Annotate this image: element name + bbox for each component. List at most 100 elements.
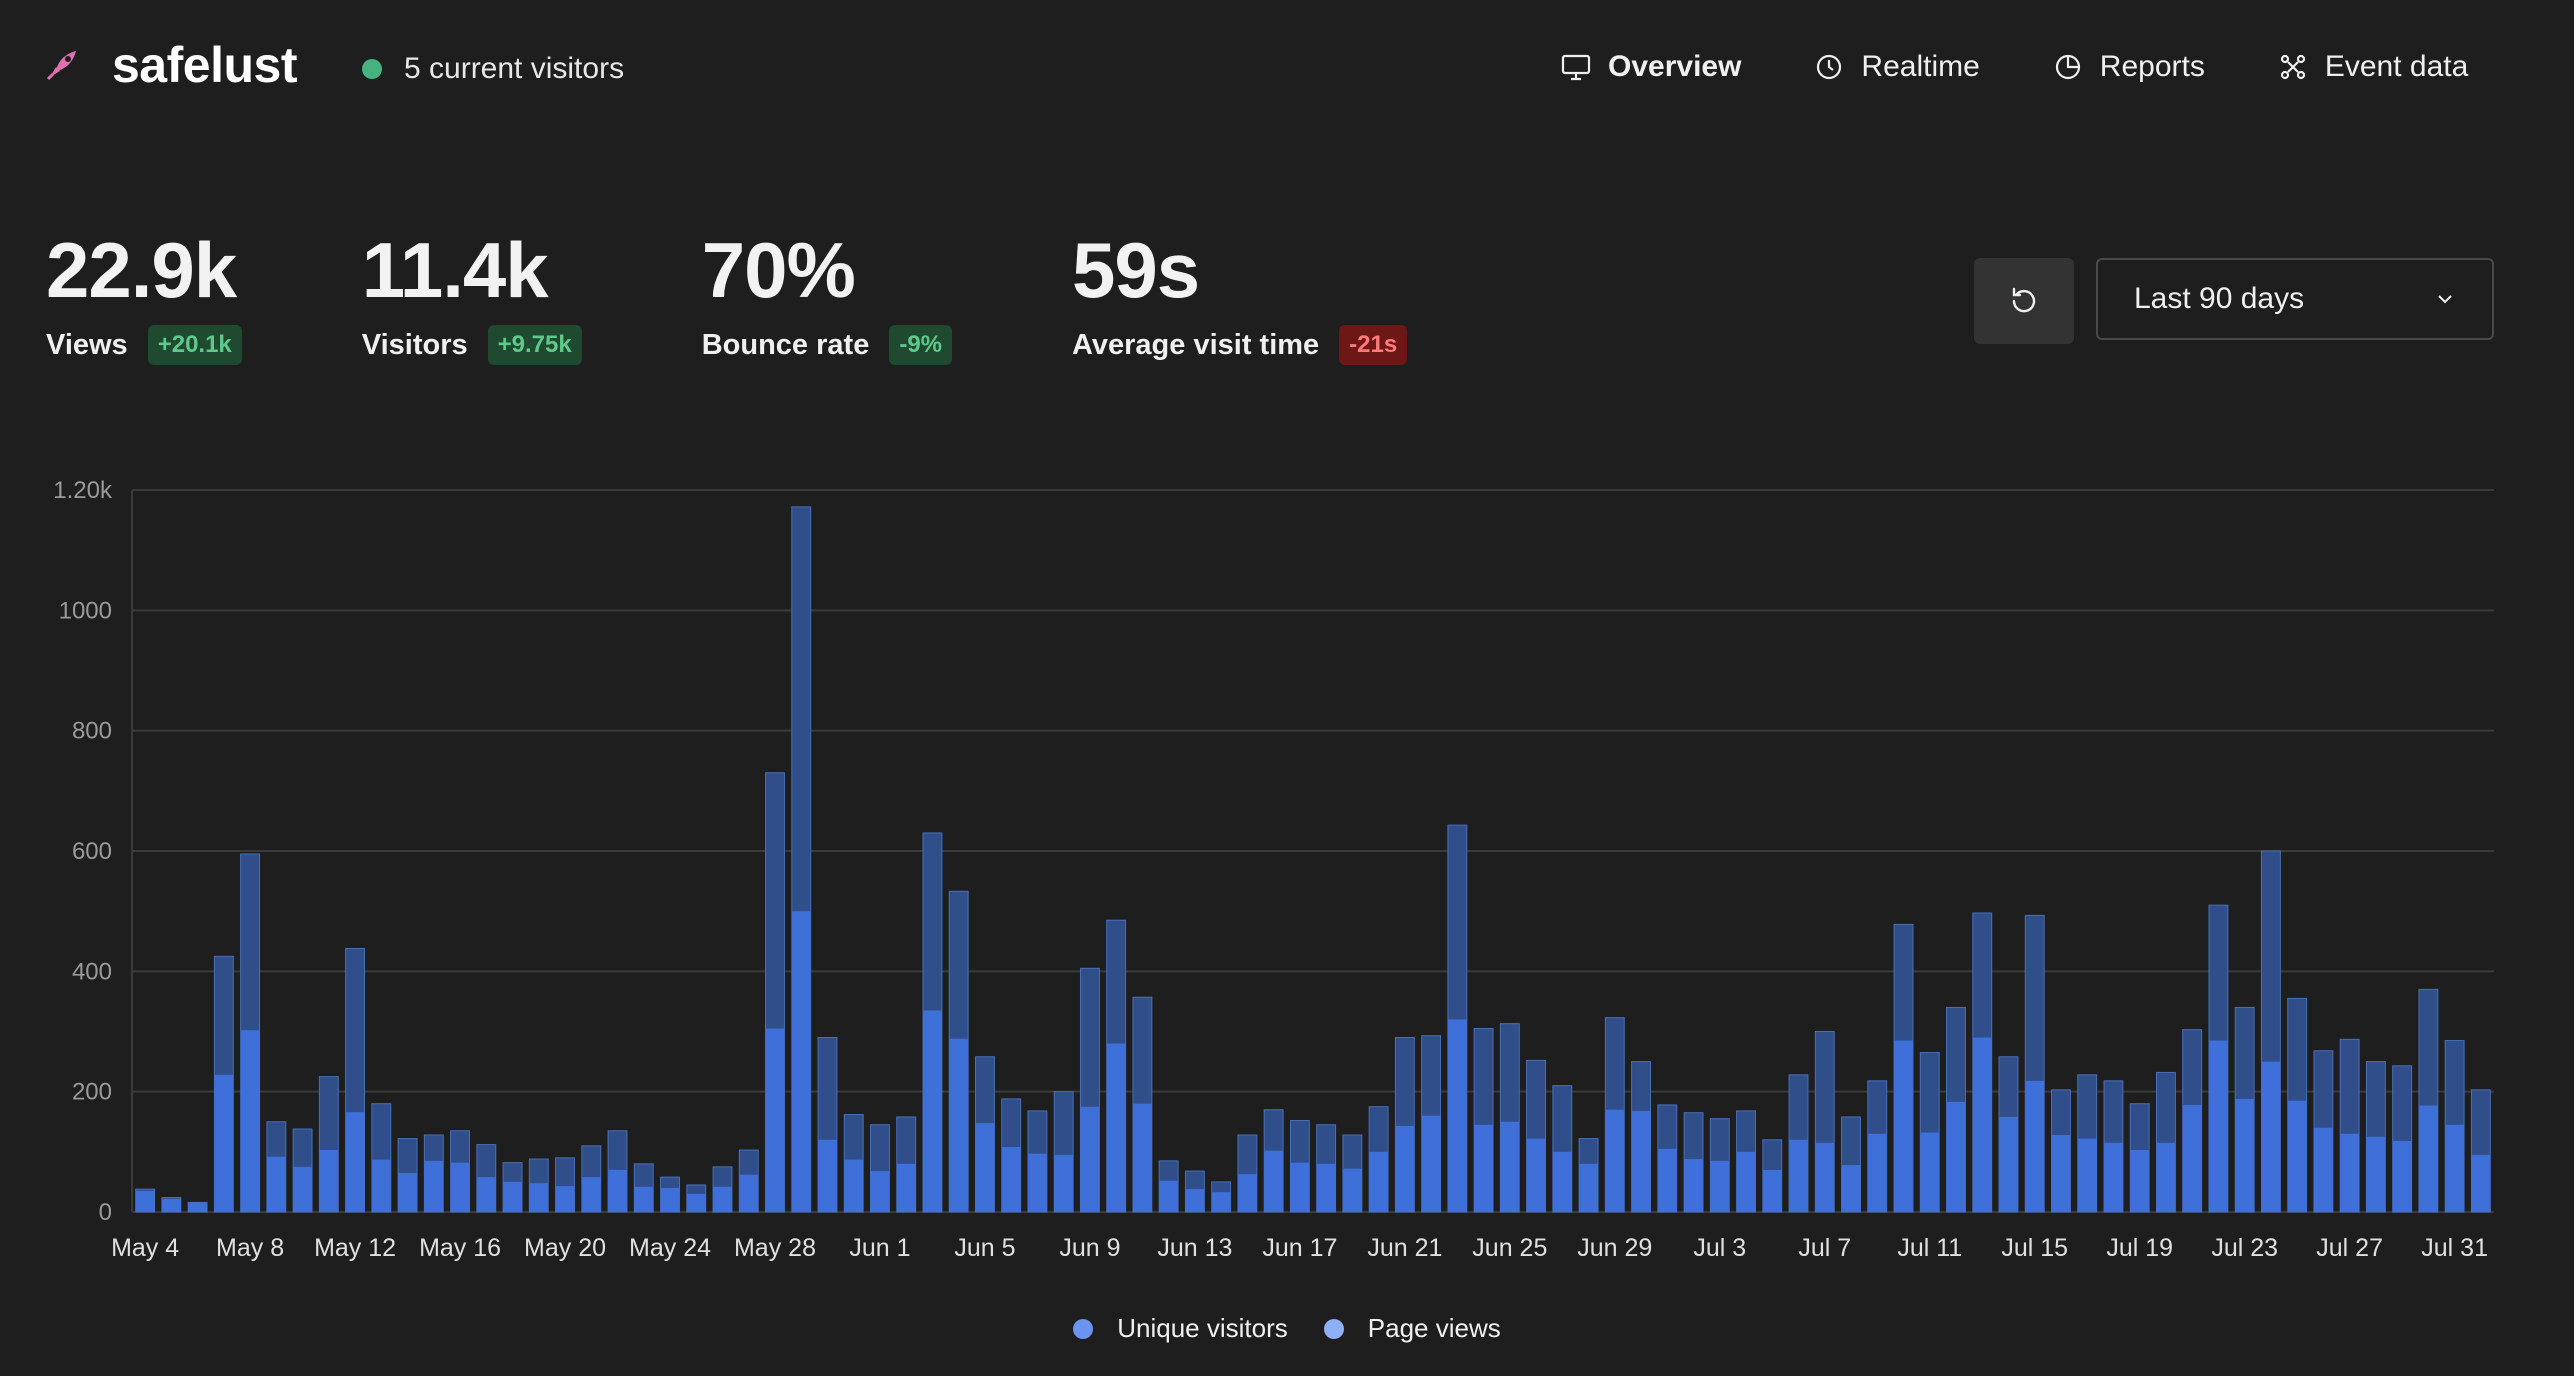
unique-visitors-bar[interactable]	[923, 1010, 942, 1212]
unique-visitors-bar[interactable]	[1264, 1150, 1284, 1212]
unique-visitors-bar[interactable]	[608, 1169, 627, 1212]
unique-visitors-bar[interactable]	[1657, 1148, 1677, 1212]
unique-visitors-bar[interactable]	[765, 1028, 785, 1212]
unique-visitors-bar[interactable]	[1894, 1040, 1913, 1212]
metric-bounce-rate[interactable]: 70% Bounce rate -9%	[702, 225, 953, 365]
unique-visitors-bar[interactable]	[1027, 1153, 1047, 1212]
unique-visitors-bar[interactable]	[1762, 1169, 1782, 1212]
unique-visitors-bar[interactable]	[2025, 1080, 2045, 1212]
unique-visitors-bar[interactable]	[1054, 1154, 1074, 1212]
unique-visitors-bar[interactable]	[2340, 1133, 2360, 1212]
unique-visitors-bar[interactable]	[2051, 1134, 2071, 1212]
nav-event-data[interactable]: Event data	[2277, 50, 2468, 84]
unique-visitors-bar[interactable]	[2287, 1100, 2307, 1212]
unique-visitors-bar[interactable]	[161, 1198, 181, 1212]
unique-visitors-bar[interactable]	[1500, 1121, 1520, 1212]
unique-visitors-bar[interactable]	[1631, 1110, 1651, 1212]
unique-visitors-bar[interactable]	[1999, 1116, 2018, 1212]
unique-visitors-bar[interactable]	[818, 1139, 837, 1212]
unique-visitors-bar[interactable]	[266, 1156, 286, 1212]
unique-visitors-bar[interactable]	[371, 1159, 391, 1212]
unique-visitors-bar[interactable]	[1447, 1019, 1467, 1212]
unique-visitors-bar[interactable]	[1552, 1151, 1572, 1212]
unique-visitors-bar[interactable]	[1474, 1124, 1494, 1212]
unique-visitors-bar[interactable]	[634, 1186, 654, 1212]
unique-visitors-bar[interactable]	[424, 1160, 444, 1212]
unique-visitors-bar[interactable]	[2235, 1098, 2255, 1212]
unique-visitors-bar[interactable]	[2208, 1040, 2228, 1212]
unique-visitors-bar[interactable]	[1080, 1106, 1100, 1212]
unique-visitors-bar[interactable]	[1185, 1189, 1205, 1212]
unique-visitors-bar[interactable]	[1106, 1043, 1126, 1212]
unique-visitors-bar[interactable]	[870, 1171, 890, 1212]
unique-visitors-bar[interactable]	[2392, 1141, 2412, 1212]
unique-visitors-bar[interactable]	[896, 1163, 916, 1212]
legend-unique-visitors[interactable]: Unique visitors	[1073, 1313, 1288, 1344]
unique-visitors-bar[interactable]	[1605, 1109, 1625, 1212]
unique-visitors-bar[interactable]	[1132, 1103, 1152, 1212]
unique-visitors-bar[interactable]	[2077, 1138, 2097, 1212]
unique-visitors-bar[interactable]	[1815, 1142, 1835, 1212]
unique-visitors-bar[interactable]	[293, 1166, 313, 1212]
metric-average-visit-time[interactable]: 59s Average visit time -21s	[1072, 225, 1408, 365]
unique-visitors-bar[interactable]	[398, 1172, 418, 1212]
current-visitors[interactable]: 5 current visitors	[362, 52, 624, 86]
unique-visitors-bar[interactable]	[2366, 1136, 2386, 1212]
unique-visitors-bar[interactable]	[555, 1186, 575, 1212]
unique-visitors-bar[interactable]	[975, 1122, 995, 1212]
metric-visitors[interactable]: 11.4k Visitors +9.75k	[362, 225, 582, 365]
unique-visitors-bar[interactable]	[1579, 1163, 1599, 1212]
unique-visitors-bar[interactable]	[1710, 1160, 1730, 1212]
nav-realtime[interactable]: Realtime	[1813, 50, 1980, 84]
unique-visitors-bar[interactable]	[2418, 1105, 2438, 1212]
unique-visitors-bar[interactable]	[1342, 1168, 1362, 1212]
unique-visitors-bar[interactable]	[188, 1202, 208, 1212]
unique-visitors-bar[interactable]	[2104, 1142, 2123, 1212]
unique-visitors-bar[interactable]	[1316, 1163, 1336, 1212]
unique-visitors-bar[interactable]	[791, 911, 811, 1212]
unique-visitors-bar[interactable]	[345, 1112, 365, 1212]
metric-views[interactable]: 22.9k Views +20.1k	[46, 225, 242, 365]
unique-visitors-bar[interactable]	[2313, 1127, 2333, 1212]
nav-reports[interactable]: Reports	[2052, 50, 2205, 84]
unique-visitors-bar[interactable]	[739, 1174, 759, 1212]
unique-visitors-bar[interactable]	[686, 1193, 706, 1212]
unique-visitors-bar[interactable]	[503, 1181, 522, 1212]
unique-visitors-bar[interactable]	[1789, 1139, 1808, 1212]
unique-visitors-bar[interactable]	[1369, 1151, 1389, 1212]
brand[interactable]: safelust	[42, 36, 297, 94]
unique-visitors-bar[interactable]	[844, 1159, 864, 1212]
unique-visitors-bar[interactable]	[1736, 1151, 1756, 1212]
unique-visitors-bar[interactable]	[1237, 1174, 1257, 1212]
unique-visitors-bar[interactable]	[1972, 1037, 1992, 1212]
unique-visitors-bar[interactable]	[476, 1177, 496, 1212]
unique-visitors-bar[interactable]	[1421, 1115, 1441, 1212]
unique-visitors-bar[interactable]	[1867, 1133, 1887, 1212]
unique-visitors-bar[interactable]	[1159, 1180, 1179, 1212]
unique-visitors-bar[interactable]	[214, 1074, 234, 1212]
unique-visitors-bar[interactable]	[1211, 1192, 1231, 1212]
nav-overview[interactable]: Overview	[1560, 50, 1741, 84]
unique-visitors-bar[interactable]	[2445, 1124, 2465, 1212]
unique-visitors-bar[interactable]	[1526, 1138, 1546, 1212]
unique-visitors-bar[interactable]	[450, 1162, 470, 1212]
date-range-select[interactable]: Last 90 days	[2096, 258, 2494, 340]
unique-visitors-bar[interactable]	[1684, 1159, 1703, 1212]
unique-visitors-bar[interactable]	[135, 1190, 155, 1212]
unique-visitors-bar[interactable]	[319, 1150, 339, 1212]
unique-visitors-bar[interactable]	[1841, 1165, 1861, 1212]
unique-visitors-bar[interactable]	[2182, 1104, 2202, 1212]
unique-visitors-bar[interactable]	[660, 1187, 680, 1212]
unique-visitors-bar[interactable]	[1920, 1132, 1940, 1212]
unique-visitors-bar[interactable]	[2471, 1154, 2491, 1212]
unique-visitors-bar[interactable]	[2261, 1061, 2281, 1212]
refresh-button[interactable]	[1974, 258, 2074, 344]
legend-page-views[interactable]: Page views	[1323, 1313, 1501, 1344]
unique-visitors-bar[interactable]	[713, 1186, 732, 1212]
unique-visitors-bar[interactable]	[949, 1038, 969, 1212]
unique-visitors-bar[interactable]	[529, 1183, 549, 1212]
unique-visitors-bar[interactable]	[1395, 1125, 1415, 1212]
unique-visitors-bar[interactable]	[581, 1177, 601, 1212]
unique-visitors-bar[interactable]	[1290, 1162, 1310, 1212]
unique-visitors-bar[interactable]	[240, 1030, 260, 1212]
